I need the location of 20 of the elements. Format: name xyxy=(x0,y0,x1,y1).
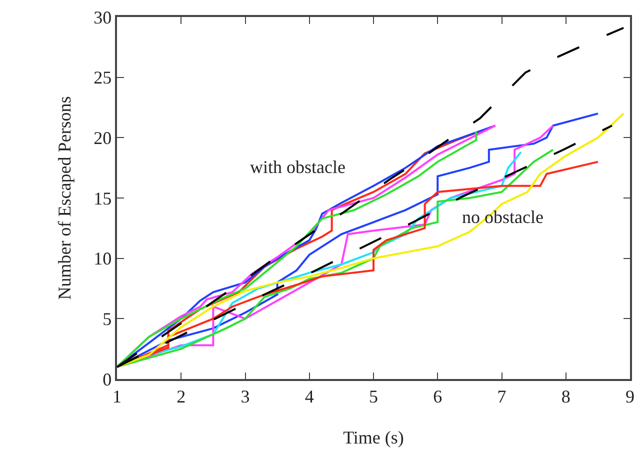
x-tick-label: 8 xyxy=(561,386,570,406)
y-tick-label: 25 xyxy=(94,68,112,88)
y-tick-label: 30 xyxy=(94,7,112,28)
x-tick-label: 3 xyxy=(240,386,250,406)
y-axis-title: Number of Escaped Persons xyxy=(54,96,74,300)
y-tick-label: 20 xyxy=(94,128,112,148)
y-tick-label: 15 xyxy=(94,188,112,208)
x-tick-label: 2 xyxy=(176,386,186,406)
y-tick-label: 10 xyxy=(94,248,112,269)
x-tick-label: 9 xyxy=(626,386,634,406)
x-axis-title: Time (s) xyxy=(343,428,404,448)
x-tick-label: 6 xyxy=(433,386,442,406)
x-tick-label: 1 xyxy=(112,386,122,406)
annotation: no obstacle xyxy=(462,207,544,227)
x-tick-label: 5 xyxy=(369,386,378,406)
x-tick-label: 7 xyxy=(497,386,506,406)
y-tick-label: 0 xyxy=(102,369,112,390)
y-tick-label: 5 xyxy=(102,308,112,329)
annotation: with obstacle xyxy=(250,157,346,177)
x-tick-label: 4 xyxy=(304,386,314,406)
